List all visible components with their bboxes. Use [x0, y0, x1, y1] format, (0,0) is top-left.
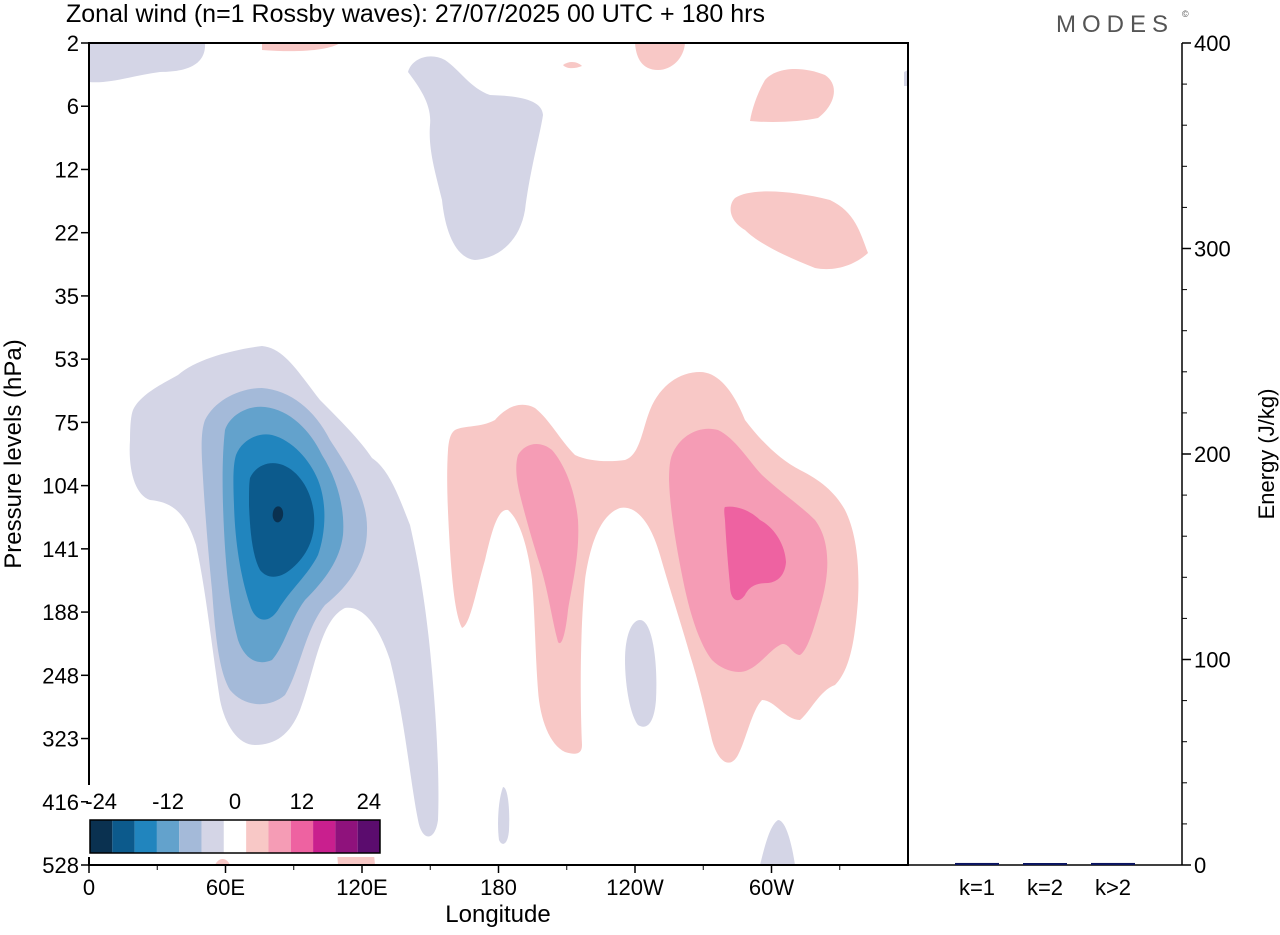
- x-tick-label: 60E: [206, 875, 245, 900]
- energy-tick-label: 400: [1194, 31, 1231, 56]
- y-tick-label: 528: [42, 853, 79, 878]
- colorbar-swatch: [335, 820, 358, 853]
- colorbar-swatch: [290, 820, 314, 853]
- colorbar-label: 12: [290, 789, 314, 814]
- pressure-axis: 2 6 12 22 35 53 75 104 141 188 248 323 416 528: [42, 31, 89, 878]
- contour-pos-upper-5: [730, 191, 868, 270]
- energy-panel: 0 100 200 300 400 k=1 k=2 k>2 Energy (J/kg): [908, 31, 1279, 900]
- contour-pos-upper-1: [262, 43, 340, 52]
- contour-neg-small-1: [625, 620, 657, 727]
- y-tick-label: 53: [55, 347, 79, 372]
- colorbar-label: 24: [357, 789, 381, 814]
- energy-tick-label: 200: [1194, 442, 1231, 467]
- colorbar-label: 0: [229, 789, 241, 814]
- energy-bar: [1091, 862, 1135, 865]
- colorbar-swatch: [179, 820, 202, 853]
- energy-axis-label: Energy (J/kg): [1254, 389, 1279, 520]
- y-tick-label: 104: [42, 474, 79, 499]
- contour-neg-upper-1: [89, 43, 206, 83]
- contour-pos-level-2a: [516, 443, 579, 644]
- energy-bar: [1023, 863, 1067, 865]
- brand-mark: ©: [1182, 9, 1189, 19]
- contour-pos-small-2: [215, 858, 230, 865]
- colorbar-swatch: [246, 820, 269, 853]
- longitude-axis: 0 60E 120E 180 120W 60W: [83, 865, 841, 900]
- energy-bars: k=1 k=2 k>2: [955, 862, 1135, 900]
- chart-title: Zonal wind (n=1 Rossby waves): 27/07/202…: [66, 0, 765, 28]
- contour-neg-upper-2: [408, 56, 543, 260]
- colorbar-swatch: [134, 820, 157, 853]
- colorbar-label: -12: [152, 789, 184, 814]
- colorbar-swatch: [357, 820, 380, 853]
- colorbar-swatch: [156, 820, 180, 853]
- colorbar-swatch: [268, 820, 291, 853]
- x-tick-label: 0: [83, 875, 95, 900]
- colorbar-label: -24: [85, 789, 117, 814]
- y-axis-label: Pressure levels (hPa): [0, 339, 27, 568]
- y-tick-label: 35: [55, 284, 79, 309]
- energy-tick-label: 100: [1194, 648, 1231, 673]
- contour-pos-level-3: [724, 506, 786, 601]
- colorbar-swatch: [112, 820, 135, 853]
- colorbar-swatch: [90, 820, 113, 853]
- colorbar-swatch: [313, 820, 336, 853]
- energy-tick-label: 0: [1194, 853, 1206, 878]
- colorbar-frame: [89, 819, 381, 854]
- contour-pos-upper-4: [750, 68, 834, 122]
- y-tick-label: 188: [42, 600, 79, 625]
- colorbar: -24 -12 0 12 24: [85, 785, 384, 857]
- colorbar-swatch: [201, 820, 224, 853]
- y-tick-label: 2: [67, 31, 79, 56]
- contour-neg-small-3: [760, 820, 795, 865]
- energy-category-label: k>2: [1095, 875, 1131, 900]
- y-tick-label: 75: [55, 410, 79, 435]
- contour-pos-upper-2: [563, 62, 582, 69]
- y-tick-label: 248: [42, 663, 79, 688]
- x-tick-label: 180: [480, 875, 517, 900]
- contour-plot: [88, 42, 909, 866]
- x-axis-label: Longitude: [445, 901, 550, 928]
- energy-axis: 0 100 200 300 400: [1182, 31, 1231, 878]
- energy-tick-label: 300: [1194, 237, 1231, 262]
- energy-category-label: k=1: [959, 875, 995, 900]
- contour-neg-level-5: [249, 463, 315, 577]
- contour-neg-level-6: [272, 506, 284, 523]
- contour-pos-upper-3: [635, 43, 685, 70]
- y-tick-label: 22: [55, 221, 79, 246]
- x-tick-label: 120W: [606, 875, 664, 900]
- x-tick-label: 60W: [749, 875, 794, 900]
- y-tick-label: 416: [42, 790, 79, 815]
- y-tick-label: 6: [67, 94, 79, 119]
- energy-bar: [955, 862, 999, 865]
- y-tick-label: 323: [42, 727, 79, 752]
- y-tick-label: 12: [55, 157, 79, 182]
- x-tick-label: 120E: [336, 875, 387, 900]
- energy-category-label: k=2: [1027, 875, 1063, 900]
- colorbar-swatch: [223, 820, 247, 853]
- y-tick-label: 141: [42, 537, 79, 562]
- brand-logo: MODES: [1056, 11, 1174, 38]
- contour-neg-small-2: [498, 787, 510, 844]
